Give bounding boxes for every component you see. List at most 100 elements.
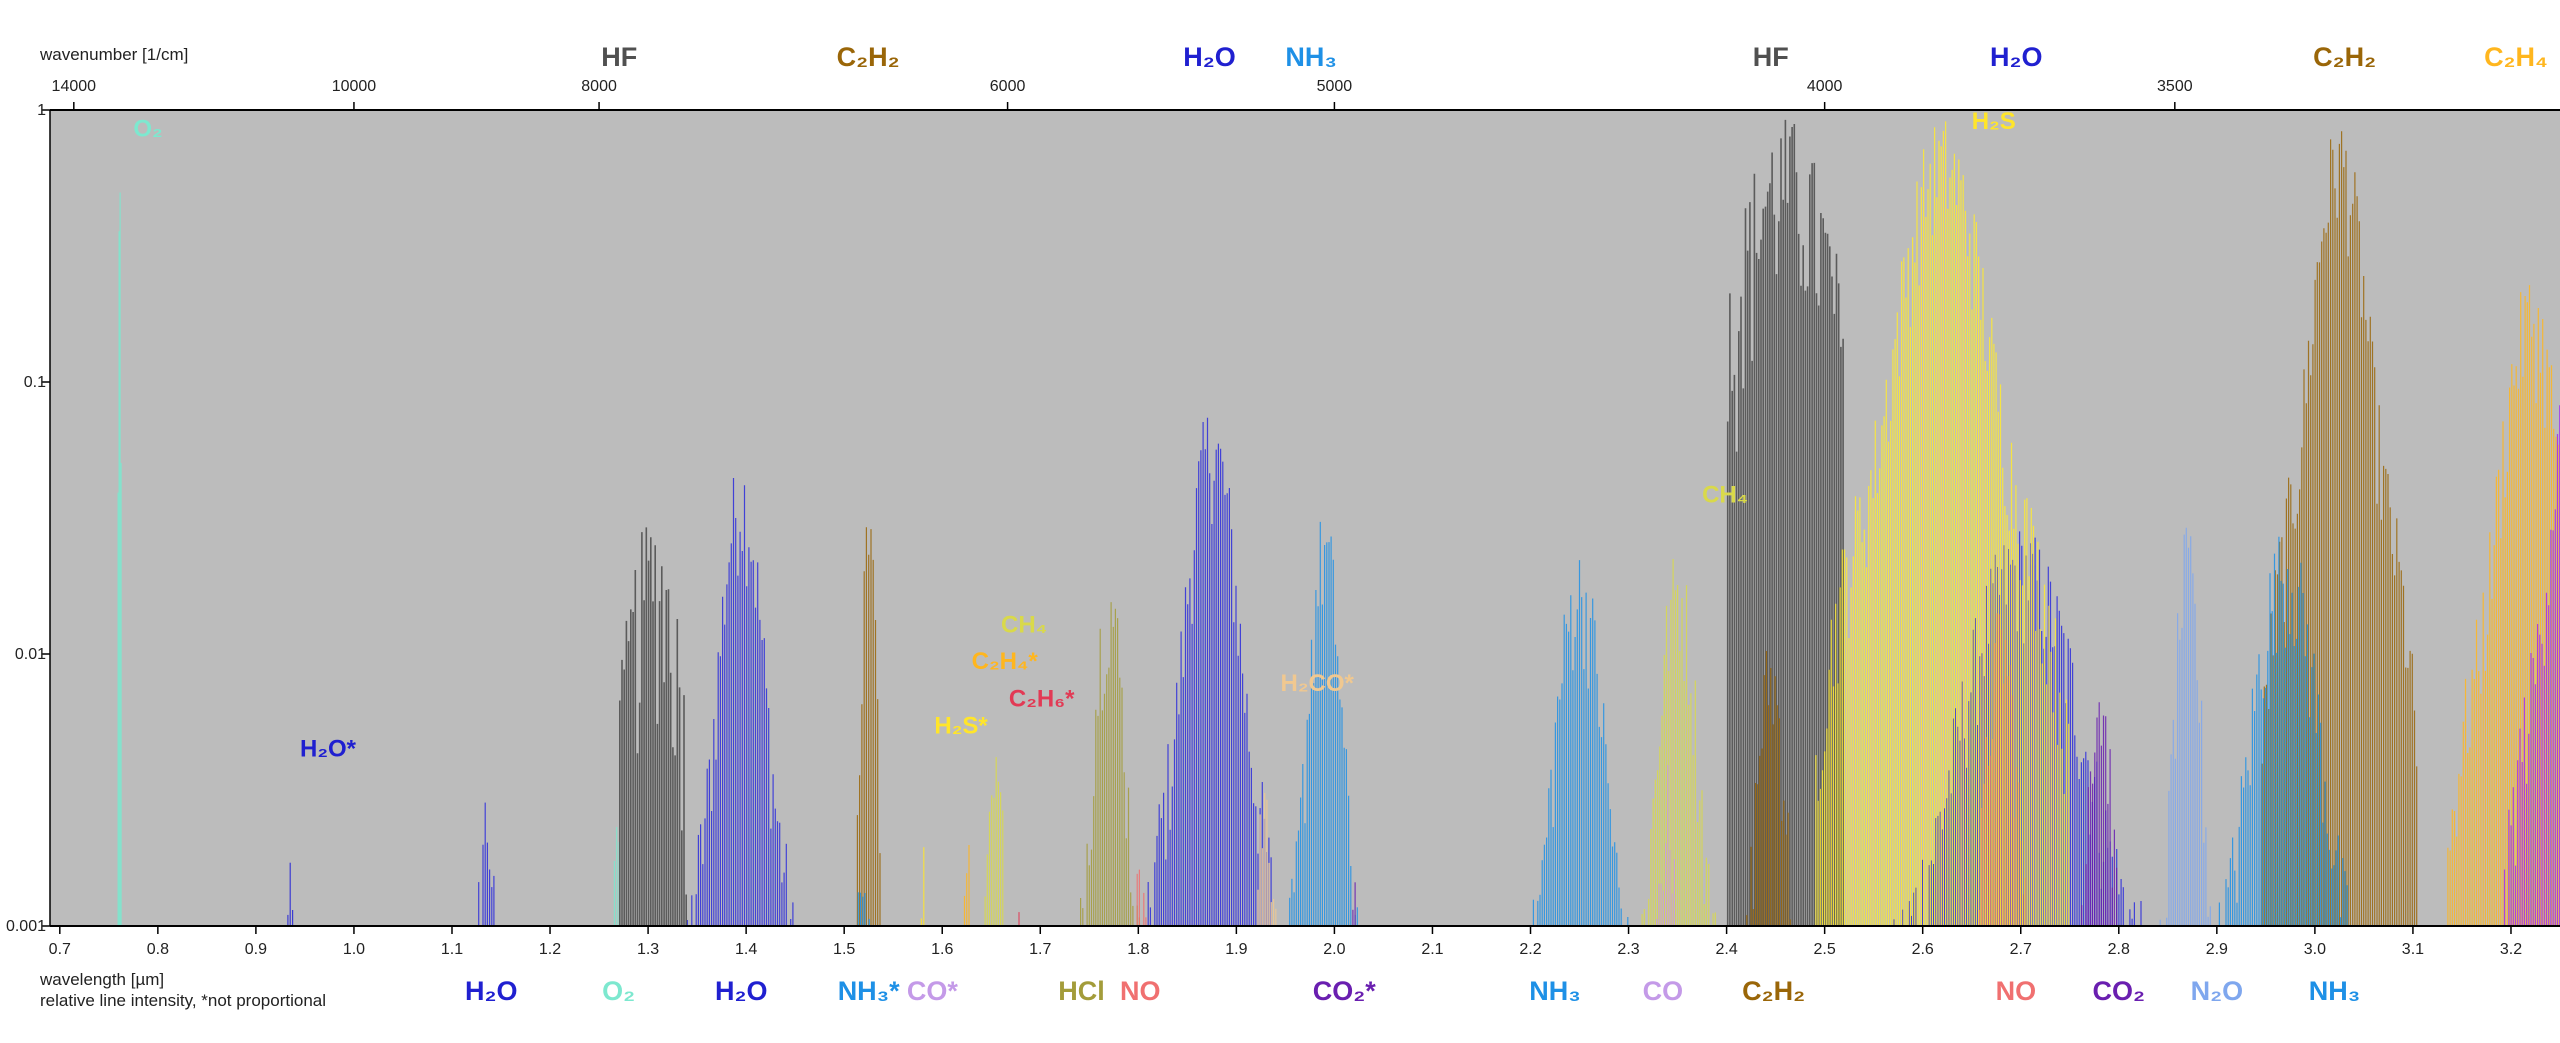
- band-co2--0: [1352, 882, 1356, 926]
- series-h2o-: [287, 862, 294, 926]
- series-o2: [117, 192, 620, 926]
- band-ch4-0: [984, 757, 1004, 926]
- band-h2s--0: [920, 847, 925, 926]
- top-molecule-label: C₂H₄: [2484, 42, 2548, 72]
- band-h2o-1: [686, 478, 794, 926]
- x-tick-label: 0.8: [147, 941, 169, 958]
- y-tick-label: 0.1: [24, 374, 46, 391]
- x-tick-label: 1.4: [735, 941, 757, 958]
- x-tick-label: 2.7: [2010, 941, 2032, 958]
- x-tick-label: 2.2: [1519, 941, 1541, 958]
- bottom-molecule-label: NO: [1120, 976, 1161, 1006]
- bottom-molecule-label: NH₃: [2309, 976, 2360, 1006]
- band-molecule-label: C₂H₄*: [972, 648, 1039, 675]
- x-tick-label: 1.0: [343, 941, 365, 958]
- band-h2o-0: [478, 802, 495, 926]
- series-hf: [618, 119, 1844, 926]
- x-tick-label: 0.9: [245, 941, 267, 958]
- x2-tick-label: 14000: [52, 78, 97, 95]
- band-c2h4--0: [963, 845, 970, 926]
- plot-background: [50, 110, 2560, 926]
- band-nh3--0: [857, 892, 870, 926]
- bottom-molecule-label: H₂O: [465, 976, 518, 1006]
- series-c2h2: [856, 131, 2418, 926]
- x2-tick-label: 10000: [332, 78, 377, 95]
- band-molecule-label: H₂CO*: [1280, 670, 1354, 697]
- band-h2o--0: [287, 862, 294, 926]
- series-h2s-: [920, 847, 925, 926]
- top-molecule-label: C₂H₂: [2313, 42, 2376, 72]
- bottom-molecule-label: N₂O: [2191, 976, 2244, 1006]
- x-tick-label: 2.0: [1323, 941, 1345, 958]
- series-n2o: [2159, 527, 2211, 926]
- x-tick-label: 0.7: [49, 941, 71, 958]
- bottom-molecule-label: CO: [1643, 976, 1684, 1006]
- x-axis-label: wavelength [µm]: [39, 970, 164, 989]
- bottom-molecule-label: CO₂: [2093, 976, 2146, 1006]
- absorption-bands: [117, 119, 2560, 926]
- x2-axis-label: wavenumber [1/cm]: [39, 45, 188, 64]
- band-n2o-0: [2159, 527, 2211, 926]
- bottom-molecule-label: O₂: [602, 976, 635, 1006]
- band-o2-0: [117, 192, 122, 926]
- molecule-labels: HF C₂H₂ H₂O NH₃ HF H₂O C₂H₂ C₂H₄ O₂ H₂O* CH₄ C₂H₄* C…: [133, 42, 2548, 1006]
- series-nh3-: [857, 892, 870, 926]
- band-unlabeled-0: [2503, 405, 2560, 926]
- bottom-molecule-label: H₂O: [715, 976, 768, 1006]
- top-molecule-label: NH₃: [1285, 42, 1336, 72]
- x-tick-label: 2.6: [1912, 941, 1934, 958]
- x-tick-label: 1.9: [1225, 941, 1247, 958]
- series-co2: [2081, 702, 2118, 926]
- x2-tick-label: 3500: [2157, 78, 2193, 95]
- x-tick-label: 1.7: [1029, 941, 1051, 958]
- series-co: [1656, 765, 1676, 926]
- top-molecule-label: H₂O: [1183, 42, 1236, 72]
- band-hcl-0: [1079, 602, 1141, 926]
- band-co-0: [1656, 765, 1676, 926]
- band-h2co--0: [1257, 792, 1277, 926]
- band-h2s-0: [1815, 121, 2070, 926]
- x-tick-label: 1.1: [441, 941, 463, 958]
- x-tick-label: 1.3: [637, 941, 659, 958]
- bottom-molecule-label: CO*: [907, 976, 959, 1006]
- y-tick-label: 0.001: [6, 918, 46, 935]
- top-molecule-label: HF: [601, 42, 637, 72]
- x2-tick-label: 6000: [990, 78, 1026, 95]
- bottom-molecule-label: CO₂*: [1313, 976, 1376, 1006]
- bottom-molecule-label: NH₃: [1529, 976, 1580, 1006]
- band-hf-1: [1726, 119, 1844, 926]
- series-hcl: [1079, 602, 1141, 926]
- bottom-molecule-label: C₂H₂: [1742, 976, 1805, 1006]
- series-nh3: [1289, 521, 2348, 926]
- x-tick-label: 2.5: [1814, 941, 1836, 958]
- x-tick-label: 3.0: [2304, 941, 2326, 958]
- series-c2h4-: [963, 845, 970, 926]
- band-molecule-label: CH₄: [1702, 482, 1748, 509]
- x-axis-note: relative line intensity, *not proportion…: [40, 991, 326, 1010]
- series-h2s: [1815, 121, 2070, 926]
- series-h2co-: [1257, 792, 1277, 926]
- band-molecule-label: H₂O*: [300, 735, 357, 762]
- x-tick-label: 1.8: [1127, 941, 1149, 958]
- band-molecule-label: O₂: [133, 115, 162, 142]
- band-c2h2-1: [1746, 651, 1791, 926]
- axes: 0.7 0.8 0.9 1.0 1.1 1.2 1.3 1.4 1.5 1.6 1.7 1.8 1.9 2…: [6, 78, 2560, 958]
- y-tick-label: 0.01: [15, 646, 46, 663]
- bottom-molecule-label: HCl: [1058, 976, 1105, 1006]
- y-tick-label: 1: [37, 102, 46, 119]
- band-hf-0: [618, 527, 688, 926]
- series-h2o: [478, 417, 2142, 926]
- x-tick-label: 2.3: [1617, 941, 1639, 958]
- band-c2h2-2: [2261, 131, 2418, 926]
- band-co2-0: [2081, 702, 2118, 926]
- x-tick-label: 2.4: [1715, 941, 1737, 958]
- band-molecule-label: H₂S: [1972, 108, 2016, 135]
- top-molecule-label: H₂O: [1990, 42, 2043, 72]
- x2-tick-label: 4000: [1807, 78, 1843, 95]
- band-no-0: [1136, 869, 1147, 926]
- x2-tick-label: 5000: [1317, 78, 1353, 95]
- top-molecule-label: HF: [1753, 42, 1789, 72]
- x-tick-label: 3.2: [2500, 941, 2522, 958]
- bottom-molecule-label: NO: [1996, 976, 2037, 1006]
